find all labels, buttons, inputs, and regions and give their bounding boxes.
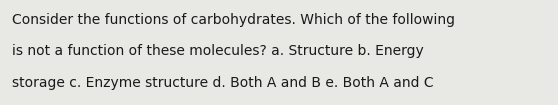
Text: is not a function of these molecules? a. Structure b. Energy: is not a function of these molecules? a.…	[12, 44, 424, 58]
Text: storage c. Enzyme structure d. Both A and B e. Both A and C: storage c. Enzyme structure d. Both A an…	[12, 76, 434, 90]
Text: Consider the functions of carbohydrates. Which of the following: Consider the functions of carbohydrates.…	[12, 13, 455, 27]
